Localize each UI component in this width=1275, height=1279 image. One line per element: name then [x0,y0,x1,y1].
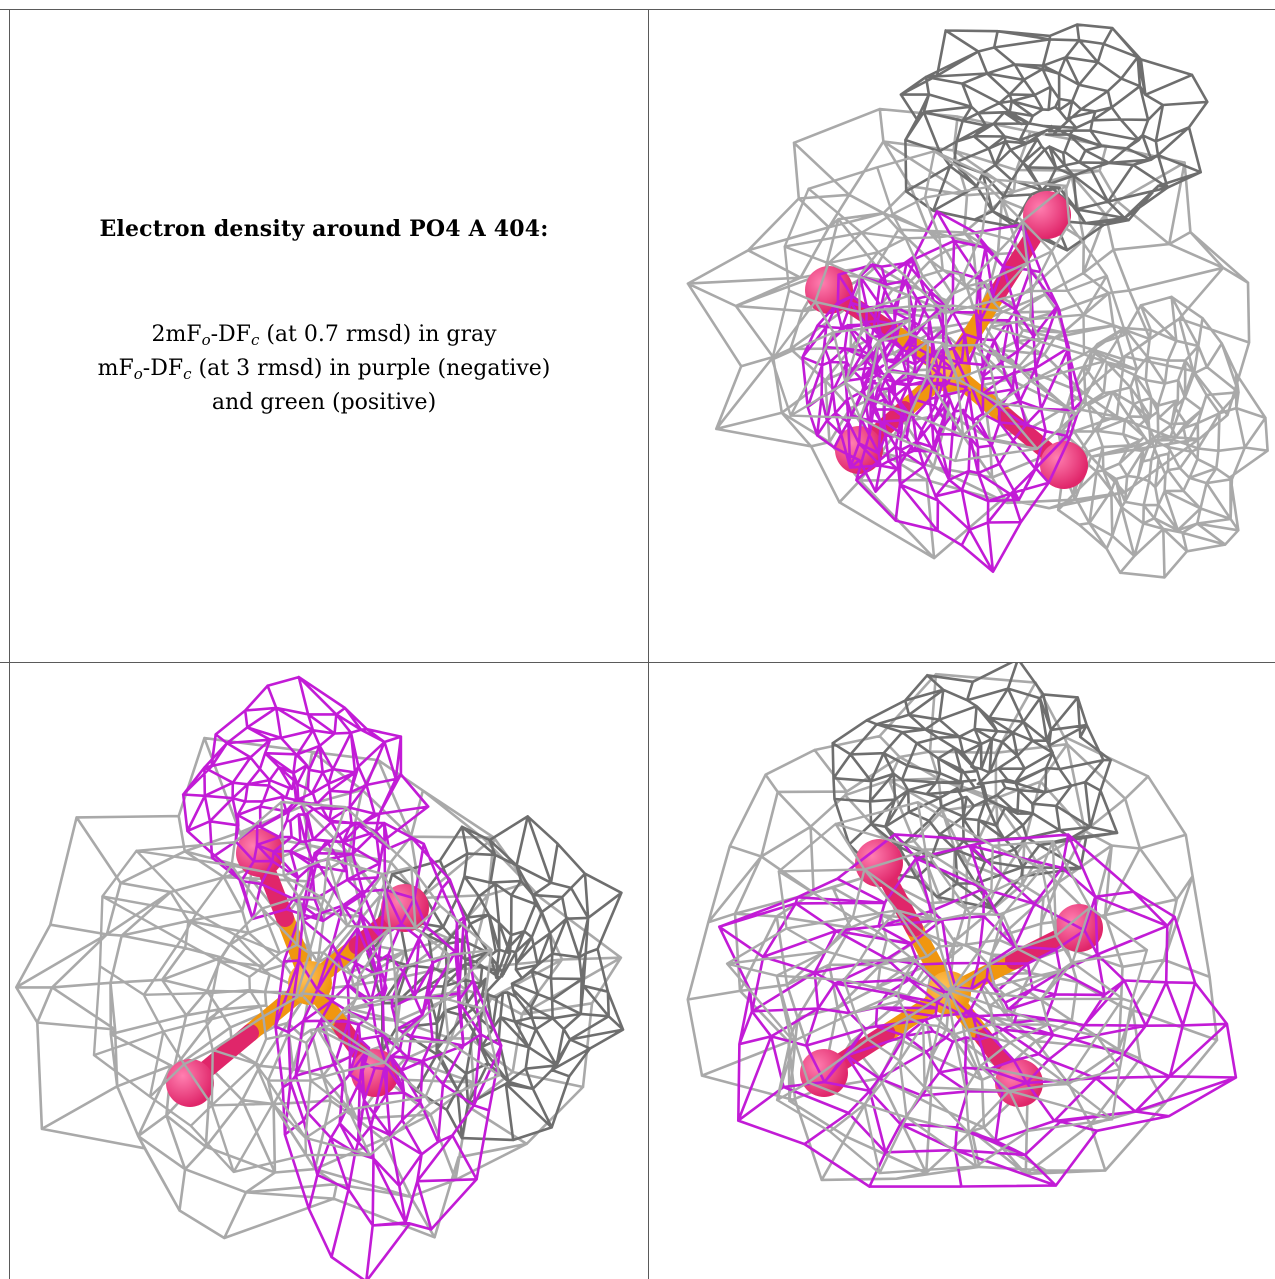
caption-line1-pre: 2mF [151,322,202,347]
grid-line-middle [0,662,1275,663]
density-view-bottom-left [10,663,648,1279]
caption-line-fo: mFo-DFc (at 3 rmsd) in purple (negative) [0,356,648,383]
density-view-bottom-right [649,663,1275,1279]
molecule-render [686,23,1269,579]
oxygen-atom [1023,191,1071,239]
caption-line2-post: (at 3 rmsd) in purple (negative) [191,356,551,381]
grid-line-left [9,9,10,1279]
mesh-2fo-gray-front [770,150,1126,463]
caption-line1-sub2: c [250,331,260,349]
density-view-top-right [649,10,1275,662]
mesh-fo-purple [181,675,430,923]
mesh-2fo-gray [899,23,1209,252]
caption-line2-sub1: o [133,365,143,383]
caption-cell: Electron density around PO4 A 404: 2mFo-… [0,0,648,662]
mesh-2fo-gray-front [725,801,1149,1175]
mesh-fo-purple [718,833,1238,1188]
caption-line-green: and green (positive) [211,390,437,415]
caption-line2-pre: mF [97,356,134,381]
caption-line-2fo: 2mFo-DFc (at 0.7 rmsd) in gray [0,322,648,349]
molecule-render [15,675,625,1279]
oxygen-atom [381,884,429,932]
caption-line1-mid: -DF [210,322,251,347]
caption-line1-post: (at 0.7 rmsd) in gray [259,322,497,347]
grid-line-top [0,9,1275,10]
molecule-render [686,663,1238,1188]
oxygen-atom [855,839,903,887]
mesh-2fo-gray-front [92,800,501,1174]
grid-line-center [648,9,649,1279]
caption-line1-sub1: o [201,331,211,349]
caption-line2-sub2: c [183,365,192,383]
caption-line2-mid: -DF [142,356,184,381]
caption-title: Electron density around PO4 A 404: [99,216,549,242]
